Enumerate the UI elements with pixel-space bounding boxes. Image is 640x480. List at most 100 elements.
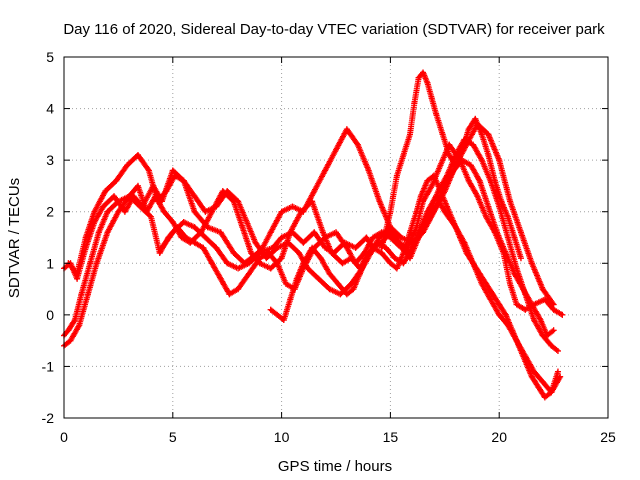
y-axis-label: SDTVAR / TECUs [6, 178, 23, 298]
data-point [406, 229, 413, 236]
y-tick-label: -2 [42, 410, 55, 426]
data-point [256, 249, 263, 256]
data-point [322, 167, 329, 174]
data-point [95, 229, 102, 236]
data-point [554, 368, 561, 375]
data-point [417, 193, 424, 200]
data-point [420, 69, 427, 76]
data-point [239, 224, 246, 231]
data-point [202, 234, 209, 241]
data-point [180, 219, 187, 226]
data-point [202, 208, 209, 215]
data-point [267, 229, 274, 236]
data-point [396, 239, 403, 246]
data-point [115, 208, 122, 215]
data-point [465, 126, 472, 133]
data-point [343, 244, 350, 251]
data-point [243, 219, 250, 226]
data-point [504, 213, 511, 220]
data-point [333, 229, 339, 236]
data-point [267, 265, 274, 272]
data-point [161, 208, 168, 215]
data-point [494, 229, 501, 236]
data-point [278, 255, 285, 262]
data-point [387, 224, 394, 231]
data-point [420, 229, 427, 236]
data-point [515, 342, 522, 349]
data-point [278, 208, 285, 215]
data-point [145, 167, 152, 174]
data-point [171, 172, 178, 179]
data-point [483, 280, 490, 287]
y-tick-label: 3 [46, 152, 54, 168]
data-point [487, 296, 494, 303]
x-tick-label: 5 [169, 429, 177, 445]
data-point [102, 188, 109, 195]
data-point [217, 229, 224, 236]
data-point [87, 260, 94, 267]
data-point [548, 342, 555, 349]
data-point [124, 162, 131, 169]
data-point [296, 249, 303, 256]
data-point [406, 131, 413, 138]
data-point [267, 306, 274, 313]
data-point [217, 275, 224, 282]
data-point [409, 239, 416, 246]
y-tick-label: 0 [46, 307, 54, 323]
data-point [393, 172, 400, 179]
x-tick-label: 25 [600, 429, 616, 445]
data-point [317, 255, 324, 262]
data-point [235, 198, 242, 205]
data-point [274, 311, 281, 318]
data-point [400, 249, 407, 256]
data-point [485, 151, 492, 158]
data-point [245, 270, 252, 277]
data-point [424, 177, 431, 184]
data-point [511, 270, 518, 277]
data-point [369, 244, 376, 251]
y-tick-label: 1 [46, 255, 54, 271]
data-point [433, 110, 440, 117]
data-point [274, 244, 281, 251]
data-point [280, 317, 287, 324]
data-point [413, 208, 420, 215]
data-point [363, 234, 370, 241]
data-point [191, 224, 198, 231]
data-point [137, 203, 144, 210]
series-track-6 [267, 172, 561, 401]
data-point [354, 141, 361, 148]
data-point [398, 234, 405, 241]
data-point [554, 347, 561, 354]
data-point [541, 296, 548, 303]
data-point [230, 249, 237, 256]
chart-title: Day 116 of 2020, Sidereal Day-to-day VTE… [63, 21, 605, 38]
data-point [287, 229, 294, 236]
data-point [496, 157, 503, 164]
data-point [433, 193, 440, 200]
data-point [134, 151, 141, 158]
data-point [191, 239, 198, 246]
data-point [343, 291, 350, 298]
data-point [502, 249, 509, 256]
series-markers [61, 136, 561, 354]
data-point [459, 146, 466, 153]
data-point [483, 213, 490, 220]
data-point [245, 260, 252, 267]
data-point [517, 255, 524, 262]
data-point [74, 275, 81, 282]
data-point [504, 234, 511, 241]
data-point [134, 182, 141, 189]
data-point [289, 203, 296, 210]
data-point [121, 208, 128, 215]
data-point [213, 203, 220, 210]
data-point [154, 198, 161, 205]
data-point [400, 151, 407, 158]
data-point [224, 188, 231, 195]
data-point [91, 208, 98, 215]
data-point [517, 229, 524, 236]
data-point [511, 234, 518, 241]
series-track-4 [65, 151, 557, 339]
data-point [415, 74, 422, 81]
data-point [541, 394, 548, 401]
data-point [387, 234, 394, 241]
